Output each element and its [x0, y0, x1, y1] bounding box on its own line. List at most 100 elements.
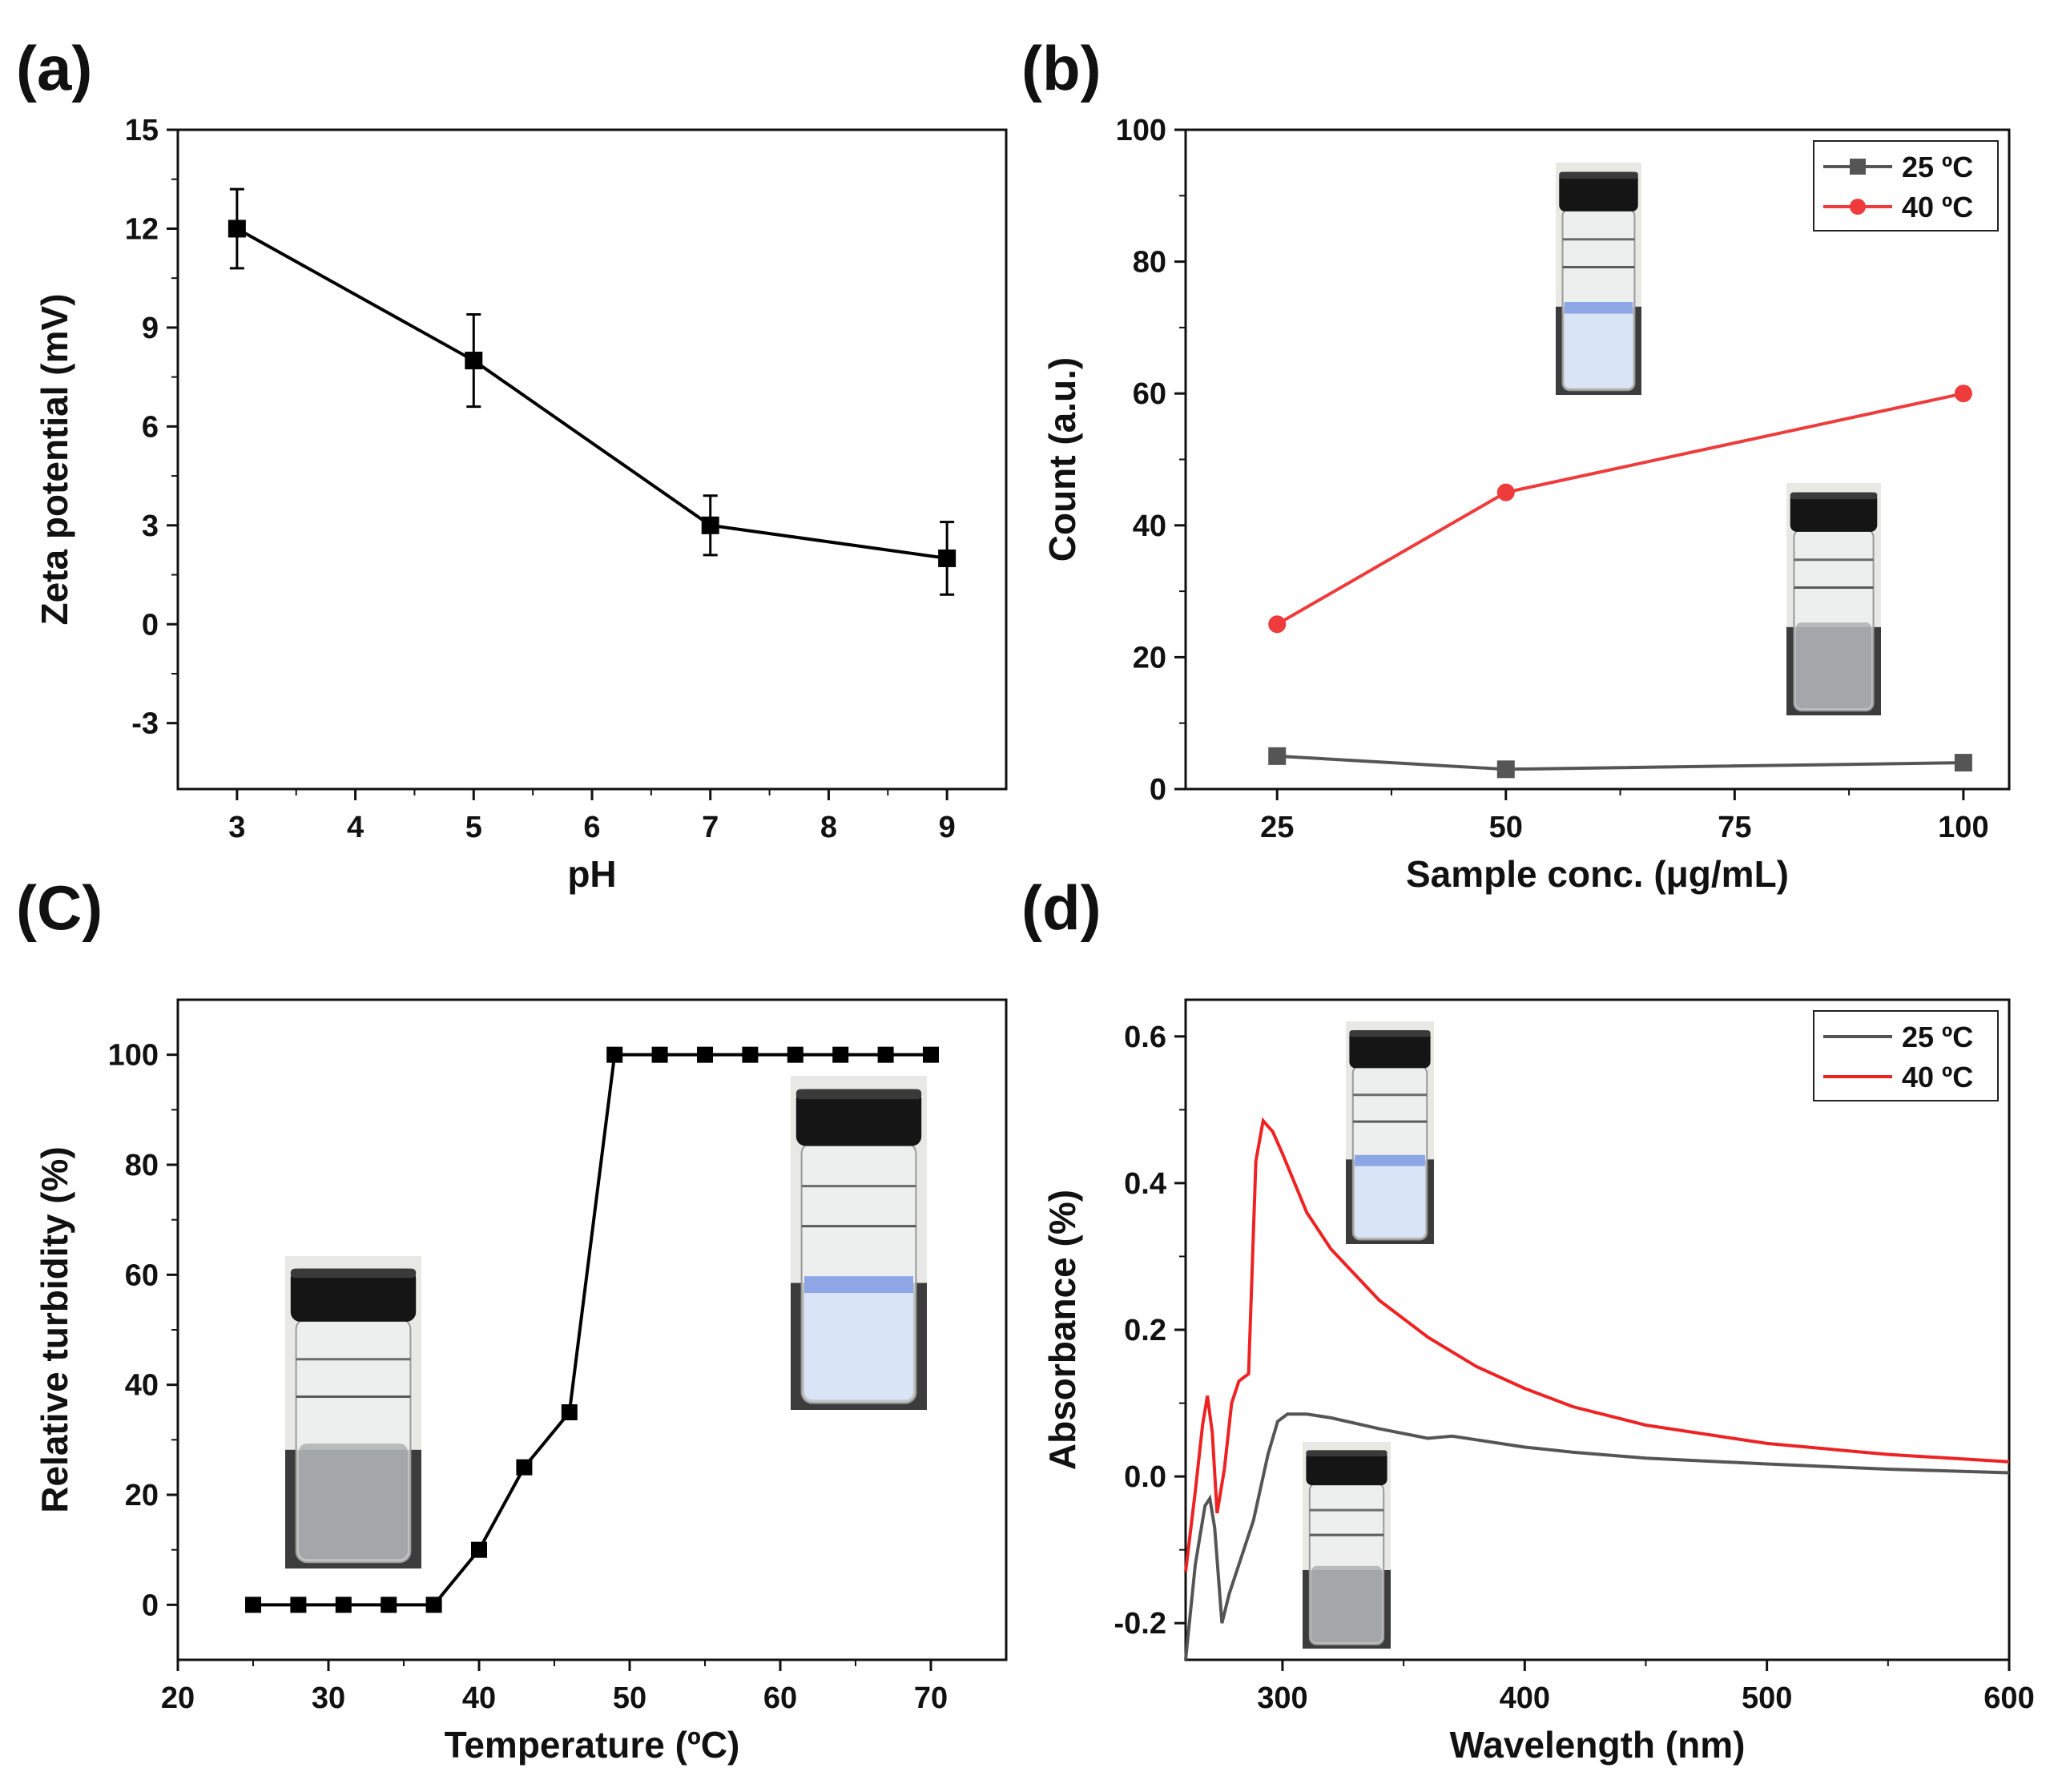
vial-cap [290, 1268, 417, 1322]
y-tick-label: 0.6 [1124, 1021, 1166, 1054]
vial-cap-rim [290, 1268, 417, 1279]
legend-label: 40 ºC [1902, 1061, 1973, 1093]
y-tick-label: 0.0 [1124, 1460, 1166, 1494]
legend-label: 25 ºC [1902, 151, 1973, 183]
x-tick-label: 20 [161, 1681, 195, 1715]
vial-photo [1346, 1021, 1434, 1244]
data-point [1268, 615, 1287, 634]
data-point [1268, 747, 1287, 765]
chart-panel-3: (C) 20 30 40 50 60 70 0 20 40 60 80 100 Temperature (… [16, 872, 1008, 1766]
vial-cap-rim [1306, 1450, 1387, 1457]
data-point [381, 1597, 397, 1613]
y-tick-label: 60 [1133, 377, 1166, 411]
data-point [1496, 483, 1515, 501]
vial-liquid [1564, 302, 1633, 389]
x-tick-label: 25 [1260, 811, 1294, 844]
series-line [1277, 754, 1963, 771]
x-tick-label: 600 [1984, 1681, 2034, 1715]
vial-cap-rim [795, 1089, 922, 1100]
data-point [1954, 385, 1972, 403]
legend: 25 ºC 40 ºC [1813, 140, 1999, 232]
x-tick-label: 70 [914, 1681, 948, 1715]
y-tick-label: 3 [142, 509, 159, 543]
y-tick-label: 80 [1133, 246, 1166, 280]
data-point [425, 1597, 442, 1613]
y-tick-label: 0.4 [1124, 1167, 1166, 1201]
data-point [938, 549, 957, 567]
vial-liquid [804, 1276, 913, 1400]
vial-liquid [1355, 1154, 1425, 1238]
vial-liquid [1311, 1565, 1382, 1643]
data-point [561, 1404, 578, 1420]
x-tick-label: 9 [939, 811, 956, 844]
chart-panel-4: (d) 300 400 500 600 -0.2 0.0 0.2 0.4 0.6 Wavelengt… [1021, 872, 2035, 1766]
x-axis-title: pH [567, 853, 616, 895]
x-tick-label: 400 [1500, 1681, 1550, 1715]
data-point [606, 1046, 623, 1063]
y-tick-label: 0 [1150, 773, 1166, 807]
x-tick-label: 3 [228, 811, 245, 844]
y-tick-label: 0 [142, 608, 159, 642]
x-tick-label: 75 [1718, 811, 1751, 844]
y-axis-title: Absorbance (%) [1041, 1190, 1083, 1470]
x-tick-label: 60 [763, 1681, 797, 1715]
chart-panel-1: (a) 3 4 5 6 7 8 9 -3 0 3 6 9 12 15 pH Zeta potential (mV… [16, 33, 1881, 895]
y-tick-label: 0.2 [1124, 1314, 1166, 1347]
y-tick-label: 12 [125, 212, 159, 246]
y-tick-label: 6 [142, 410, 159, 444]
vial-cap [1559, 171, 1638, 211]
y-tick-label: 100 [1116, 114, 1166, 147]
x-axis-title: Sample conc. (μg/mL) [1406, 853, 1789, 895]
panel-label: (d) [1021, 872, 1102, 943]
x-tick-label: 6 [583, 811, 600, 844]
vial-liquid-surface [1564, 302, 1633, 314]
data-point [471, 1541, 487, 1558]
panel-label: (C) [16, 872, 103, 943]
data-point [228, 219, 246, 238]
x-tick-label: 30 [312, 1681, 345, 1715]
x-axis-title: Wavelength (nm) [1450, 1724, 1746, 1766]
data-point [1954, 754, 1972, 772]
y-tick-label: 100 [108, 1039, 159, 1073]
vial-liquid [299, 1444, 408, 1560]
y-tick-label: 20 [125, 1479, 159, 1512]
vial-photo [1556, 163, 1641, 395]
x-tick-label: 4 [347, 811, 364, 844]
vial-cap [1349, 1030, 1431, 1069]
y-tick-label: 40 [125, 1369, 159, 1403]
data-point [832, 1046, 849, 1063]
data-point [697, 1046, 713, 1063]
y-tick-label: 40 [1133, 509, 1166, 543]
y-tick-label: 20 [1133, 641, 1166, 675]
legend-box [1813, 1010, 1999, 1101]
x-tick-label: 50 [613, 1681, 646, 1715]
legend: 25 ºC 40 ºC [1813, 1010, 1999, 1101]
data-point [742, 1046, 759, 1063]
vial-cap-rim [1559, 171, 1638, 179]
vial-photo [1303, 1442, 1391, 1649]
legend-label: 40 ºC [1902, 191, 1973, 223]
data-point [516, 1459, 533, 1476]
vial-cap [1790, 492, 1878, 532]
data-point [877, 1046, 894, 1063]
data-point [1496, 760, 1515, 779]
series-line [253, 1053, 931, 1607]
x-tick-label: 7 [702, 811, 719, 844]
y-tick-label: -0.2 [1114, 1607, 1166, 1641]
y-tick-label: 9 [142, 312, 159, 345]
y-tick-label: -3 [131, 707, 159, 741]
vial-liquid-surface [1355, 1154, 1425, 1166]
vial-liquid [1795, 622, 1872, 709]
plot-frame [176, 128, 1008, 791]
y-axis-title: Relative turbidity (%) [34, 1146, 75, 1513]
series-line [1184, 1412, 2010, 1661]
legend-box [1813, 140, 1999, 232]
vial-cap [795, 1089, 922, 1146]
data-point [923, 1046, 939, 1063]
panel-label: (b) [1021, 33, 1102, 103]
y-axis-title: Count (a.u.) [1041, 357, 1083, 562]
y-axis-title: Zeta potential (mV) [34, 293, 75, 625]
vial-liquid-surface [804, 1276, 913, 1294]
y-tick-label: 80 [125, 1149, 159, 1182]
